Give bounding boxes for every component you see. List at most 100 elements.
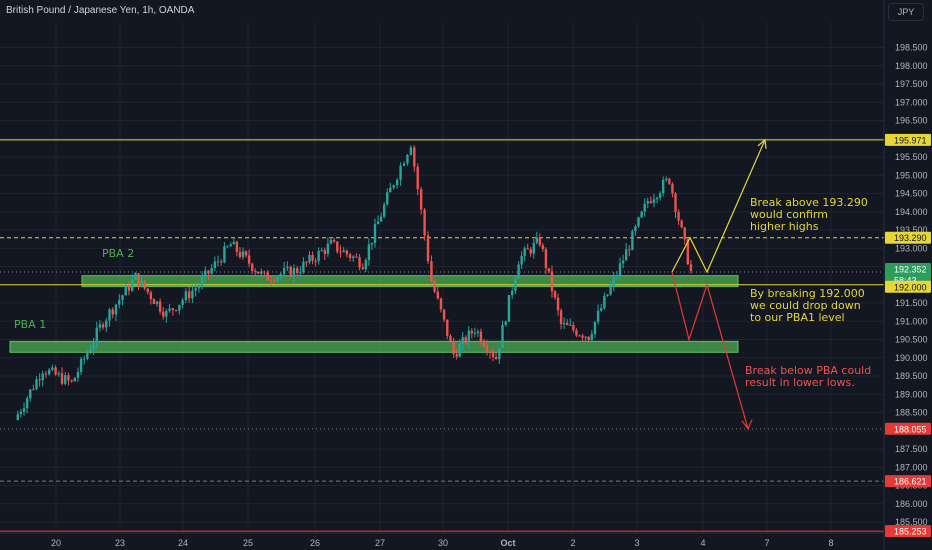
candle-body: [296, 268, 299, 274]
candle-body: [220, 261, 223, 263]
candle-body: [652, 199, 656, 203]
candle-body: [507, 295, 511, 322]
projection-down-arrowhead: [741, 419, 753, 430]
x-tick-label: 3: [634, 538, 639, 548]
candle-body: [51, 367, 54, 370]
candle-body: [336, 241, 339, 252]
candle-body: [593, 321, 597, 335]
candle-body: [257, 271, 260, 274]
candle-body: [572, 324, 575, 331]
x-tick-label: 24: [178, 538, 188, 548]
candle-body: [226, 246, 229, 248]
candle-body: [541, 245, 545, 250]
x-tick-label: 20: [51, 538, 61, 548]
y-tick-label: 189.000: [895, 389, 928, 399]
candle-body: [238, 252, 242, 258]
candle-body: [194, 288, 197, 291]
candle-body: [612, 276, 615, 286]
candle-body: [247, 255, 251, 264]
candle-body: [482, 342, 486, 347]
price-tag-box: [885, 133, 931, 146]
candle-body: [399, 165, 402, 180]
candle-body: [494, 356, 498, 360]
candle-body: [22, 408, 26, 412]
candle-body: [686, 239, 690, 265]
candle-body: [146, 288, 149, 293]
candle-body: [575, 330, 578, 336]
candle-body: [323, 250, 327, 254]
candle-body: [16, 414, 20, 420]
candle-body: [317, 250, 320, 262]
candle-body: [329, 240, 333, 244]
candle-body: [191, 290, 194, 299]
price-tag-label: 195.971: [894, 135, 927, 145]
candle-body: [476, 331, 480, 333]
candle-body: [510, 290, 514, 296]
candle-body: [184, 291, 188, 301]
x-tick-label: 30: [438, 538, 448, 548]
candle-body: [276, 276, 279, 282]
candle-body: [155, 301, 159, 305]
zone-pba1: [9, 340, 739, 353]
candle-body: [105, 320, 108, 328]
x-tick-label: Oct: [500, 538, 515, 548]
candle-body: [342, 250, 345, 253]
candle-body: [213, 261, 217, 269]
candle-body: [308, 255, 311, 263]
y-tick-label: 187.000: [895, 462, 928, 472]
candle-body: [95, 327, 98, 343]
candle-body: [108, 309, 111, 321]
candle-body: [553, 291, 557, 298]
candle-body: [235, 241, 239, 253]
y-tick-label: 196.500: [895, 116, 928, 126]
candle-body: [566, 322, 569, 325]
candle-body: [452, 340, 455, 355]
candle-body: [38, 379, 41, 381]
candle-body: [54, 367, 57, 375]
candle-body: [64, 375, 67, 384]
candle-body: [339, 251, 342, 253]
y-tick-label: 190.000: [895, 353, 928, 363]
candle-body: [473, 332, 477, 334]
candle-body: [25, 398, 29, 409]
candle-body: [292, 268, 296, 277]
symbol-title: British Pound / Japanese Yen, 1h, OANDA: [6, 5, 195, 16]
candle-body: [174, 309, 178, 311]
candle-body: [137, 273, 140, 287]
y-tick-label: 195.500: [895, 152, 928, 162]
candle-body: [229, 244, 232, 247]
y-tick-label: 189.500: [895, 371, 928, 381]
candle-body: [19, 411, 23, 415]
candle-body: [263, 271, 266, 273]
candle-body: [210, 268, 213, 274]
candle-body: [352, 256, 355, 259]
candle-body: [655, 197, 659, 200]
projection-up-path: [671, 139, 766, 274]
price-tag-label: 192.352: [894, 264, 927, 274]
candle-body: [70, 380, 73, 382]
candle-body: [29, 389, 32, 399]
candle-body: [491, 352, 495, 357]
candle-body: [32, 389, 35, 391]
y-tick-label: 191.000: [895, 316, 928, 326]
candle-body: [348, 254, 352, 259]
candle-body: [314, 260, 317, 262]
candle-body: [643, 203, 646, 212]
candle-body: [73, 377, 77, 382]
candle-body: [587, 336, 590, 341]
candle-body: [98, 324, 102, 328]
candle-body: [197, 285, 201, 289]
zone-pba2: [81, 275, 739, 288]
candle-body: [111, 309, 114, 315]
candle-body: [449, 336, 452, 341]
candle-body: [41, 373, 44, 381]
annotation-break-192: By breaking 192.000 we could drop down t…: [750, 287, 865, 324]
candle-body: [367, 244, 371, 261]
currency-button[interactable]: JPY: [888, 3, 924, 21]
candle-body: [677, 211, 680, 221]
projection-down-path: [671, 271, 749, 429]
candle-body: [121, 295, 124, 300]
zone-label-pba2: PBA 2: [102, 247, 135, 260]
candle-body: [535, 237, 539, 243]
